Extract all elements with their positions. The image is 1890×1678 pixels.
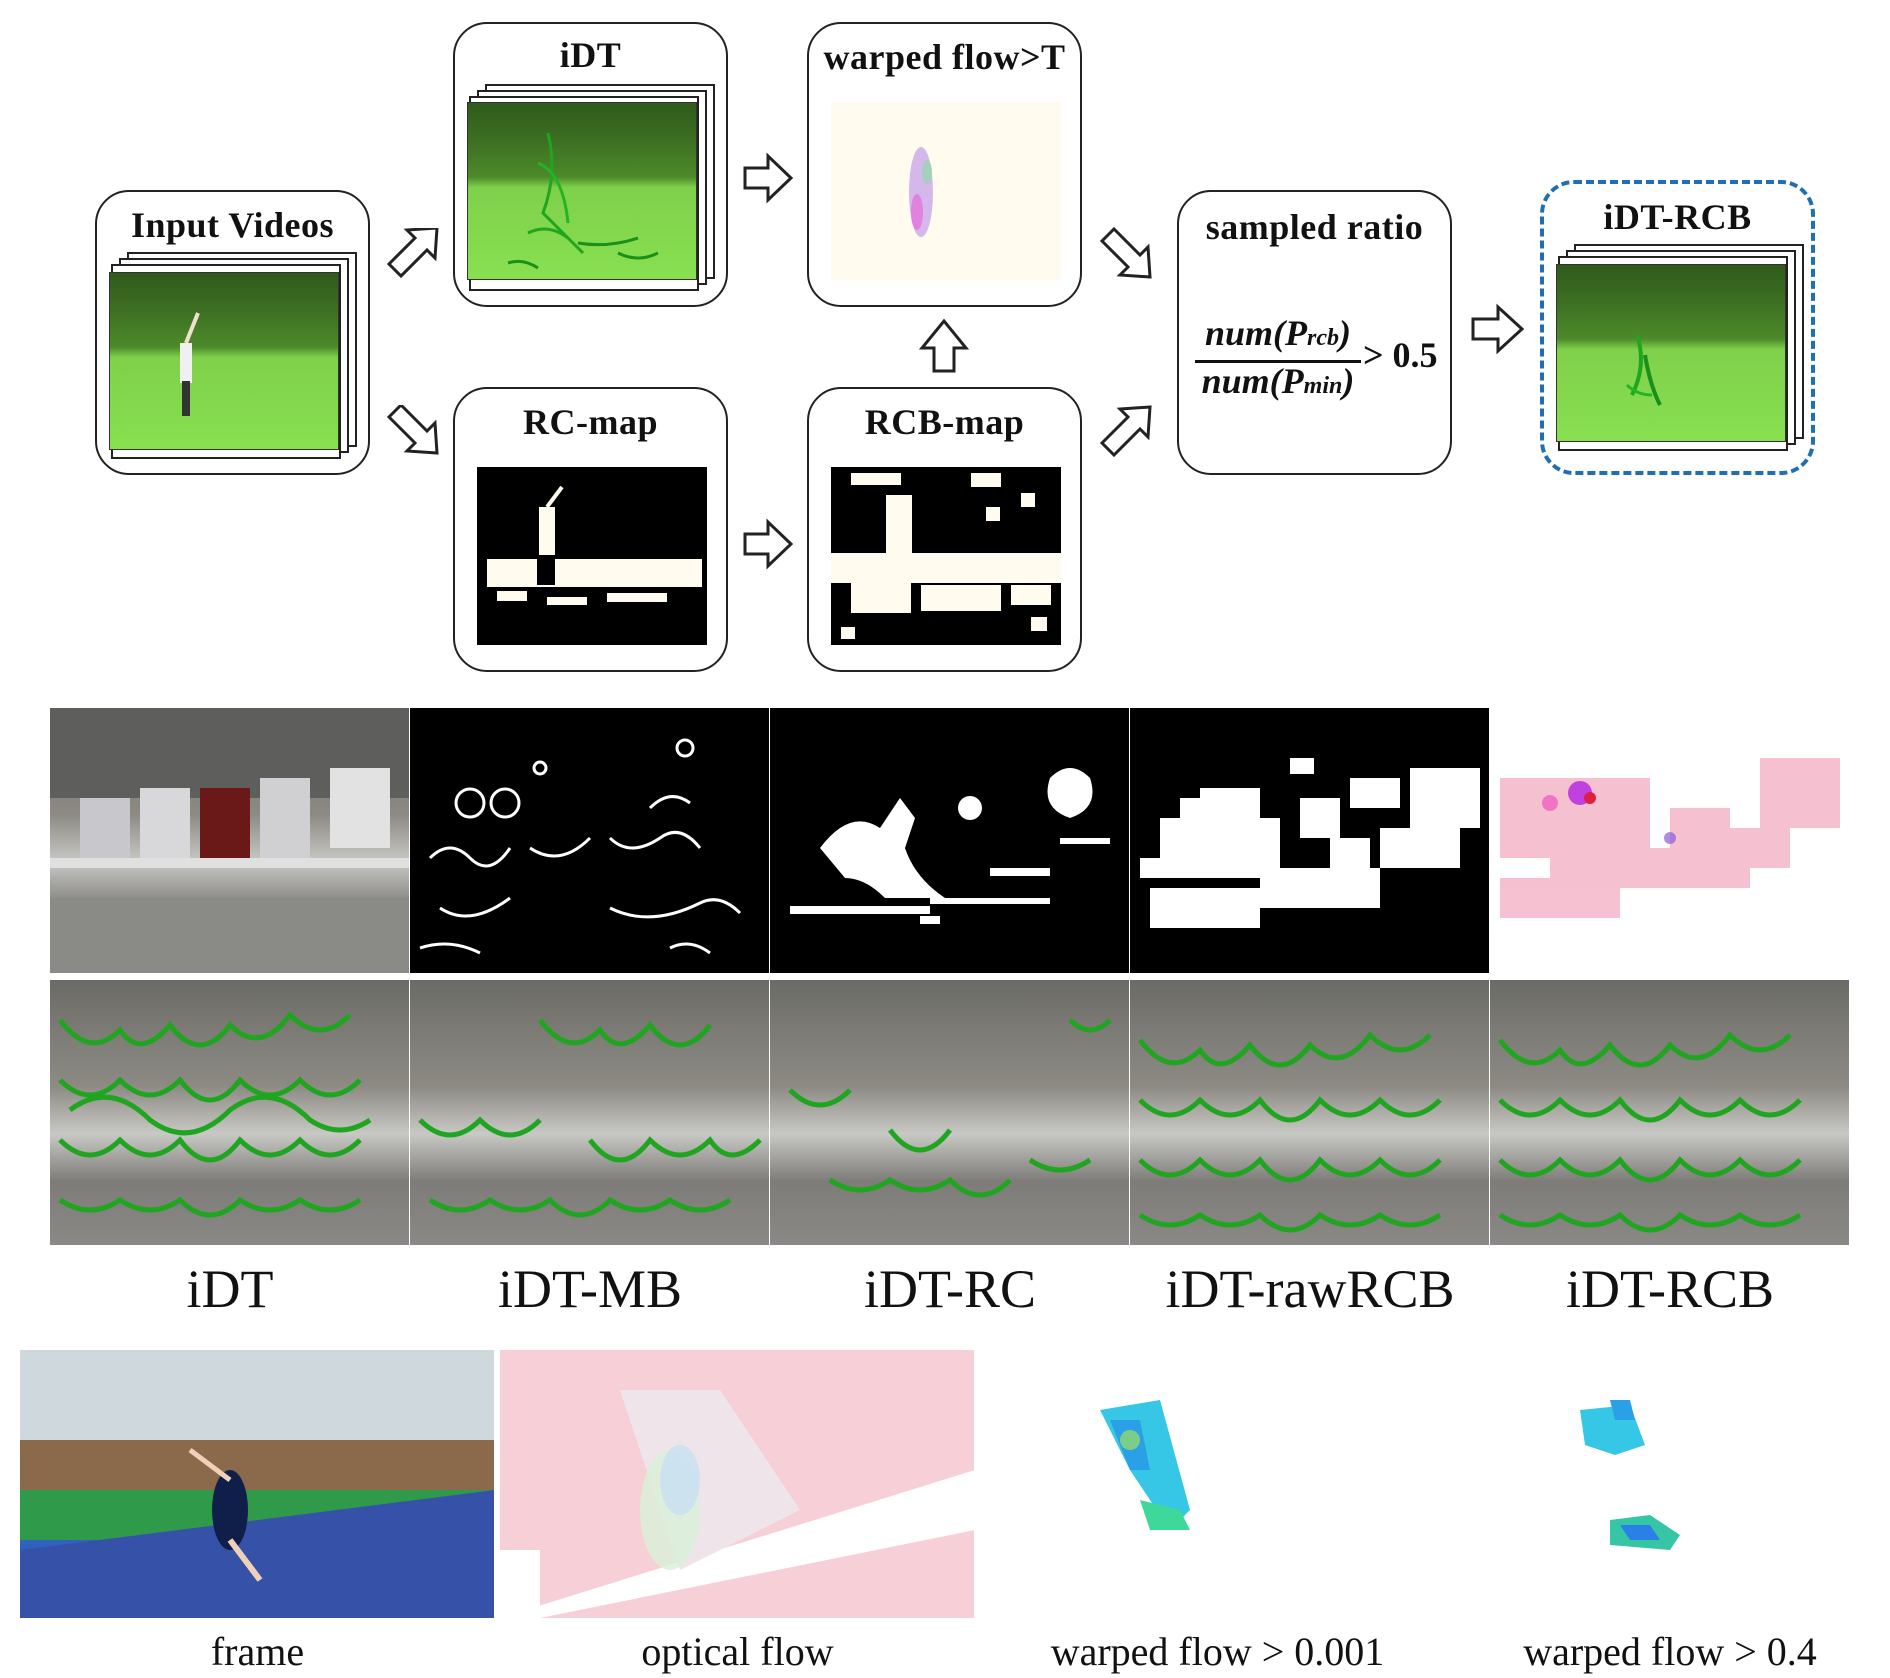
warped-flow-high-blobs bbox=[1580, 1400, 1680, 1550]
optical-flow-blobs bbox=[500, 1350, 974, 1618]
idt-rc-trajectories bbox=[770, 980, 1130, 1245]
idt-rawrcb-trajectories bbox=[1130, 980, 1490, 1245]
trajectory-overlay bbox=[58, 1011, 372, 1218]
warped-flow-box: warped flow>T bbox=[807, 22, 1082, 307]
rcb-map-title: RCB-map bbox=[864, 402, 1025, 442]
rcb-flow-blobs bbox=[1500, 758, 1840, 918]
rowers-scene bbox=[50, 708, 409, 973]
rc-map-box: RC-map bbox=[453, 387, 728, 672]
fraction-bar bbox=[1195, 360, 1361, 363]
rc-map-frame bbox=[477, 467, 707, 645]
rc-map-mask bbox=[487, 485, 702, 605]
label-idt-rawrcb: iDT-rawRCB bbox=[1165, 1259, 1455, 1319]
person-figure-icon bbox=[180, 312, 200, 416]
raw-rcb-mask bbox=[1140, 758, 1480, 928]
numerator-subscript: rcb bbox=[1307, 325, 1340, 351]
arrow-icon bbox=[918, 318, 970, 373]
idt-box: iDT bbox=[453, 22, 728, 307]
ratio-threshold: > 0.5 bbox=[1363, 335, 1438, 375]
gymnast-scene bbox=[20, 1350, 494, 1618]
idt-title: iDT bbox=[559, 35, 622, 75]
label-optical-flow: optical flow bbox=[641, 1629, 834, 1674]
denominator-subscript: min bbox=[1303, 373, 1343, 399]
ratio-numerator: num(Prcb) bbox=[1204, 313, 1352, 353]
input-video-frame bbox=[109, 272, 339, 450]
arrow-icon bbox=[1099, 226, 1152, 279]
label-idt-rc: iDT-RC bbox=[863, 1259, 1037, 1319]
gym-frame bbox=[20, 1350, 495, 1618]
label-idt-rcb: iDT-RCB bbox=[1565, 1259, 1775, 1319]
warped-flow-high-frame bbox=[1460, 1350, 1880, 1618]
trajectory-overlay bbox=[418, 1018, 762, 1218]
trajectory-overlay bbox=[1625, 334, 1662, 406]
idt-rcb-output-box: iDT-RCB bbox=[1540, 180, 1815, 475]
idt-mb-trajectories bbox=[410, 980, 770, 1245]
idt-frame bbox=[467, 102, 697, 280]
idt-rcb-title: iDT-RCB bbox=[1603, 197, 1752, 237]
warped-flow-low-frame bbox=[980, 1350, 1455, 1618]
label-warped-flow-low: warped flow > 0.001 bbox=[1050, 1629, 1385, 1674]
warped-flow-blobs bbox=[1100, 1400, 1190, 1530]
arrow-icon bbox=[743, 518, 794, 570]
rcb-map-frame bbox=[831, 467, 1061, 645]
arrow-icon bbox=[1099, 405, 1152, 458]
rcb-map-mask bbox=[831, 473, 1061, 639]
flow-blob bbox=[909, 147, 933, 237]
rc-map-example bbox=[770, 708, 1130, 973]
warped-flow-frame bbox=[831, 102, 1061, 280]
rc-mask bbox=[790, 768, 1110, 924]
arrow-icon bbox=[386, 405, 439, 455]
arrow-icon bbox=[1471, 303, 1525, 355]
label-frame: frame bbox=[210, 1629, 305, 1674]
idt-trajectories bbox=[50, 980, 410, 1245]
trajectory-overlay bbox=[1138, 1031, 1442, 1233]
arrow-icon bbox=[743, 152, 794, 204]
sampled-ratio-title: sampled ratio bbox=[1205, 207, 1424, 247]
raw-rcb-map bbox=[1130, 708, 1490, 973]
idt-rcb-trajectories bbox=[1490, 980, 1850, 1245]
idt-rcb-frame bbox=[1556, 264, 1786, 442]
arrow-icon bbox=[386, 228, 439, 278]
mb-edge-mask bbox=[419, 738, 742, 955]
rc-map-title: RC-map bbox=[523, 402, 658, 442]
label-warped-flow-high: warped flow > 0.4 bbox=[1523, 1629, 1817, 1674]
rcb-flow bbox=[1490, 708, 1850, 973]
mb-map bbox=[410, 708, 770, 973]
trajectory-overlay bbox=[788, 1018, 1112, 1198]
sampled-ratio-box: sampled ratio num(Prcb) num(Pmin) > 0.5 bbox=[1177, 190, 1452, 475]
label-idt: iDT bbox=[186, 1259, 274, 1319]
trajectory-overlay bbox=[507, 132, 659, 270]
rowing-frame bbox=[50, 708, 410, 973]
optical-flow-frame bbox=[500, 1350, 975, 1618]
input-videos-box: Input Videos bbox=[95, 190, 370, 475]
label-idt-mb: iDT-MB bbox=[497, 1259, 683, 1319]
trajectory-overlay bbox=[1498, 1031, 1802, 1233]
ratio-denominator: num(Pmin) bbox=[1201, 361, 1355, 401]
rcb-map-box: RCB-map bbox=[807, 387, 1082, 672]
warped-flow-title: warped flow>T bbox=[823, 37, 1066, 77]
input-videos-title: Input Videos bbox=[130, 205, 335, 245]
